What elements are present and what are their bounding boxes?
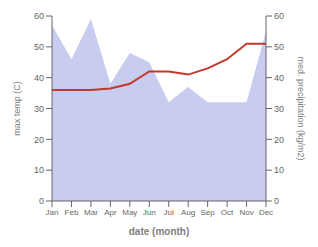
svg-text:20: 20 (274, 135, 284, 145)
svg-text:30: 30 (274, 104, 284, 114)
svg-text:60: 60 (274, 11, 284, 21)
svg-text:50: 50 (34, 42, 44, 52)
svg-text:10: 10 (274, 165, 284, 175)
svg-text:Dec: Dec (259, 208, 273, 217)
svg-text:Oct: Oct (221, 208, 234, 217)
svg-text:Jun: Jun (143, 208, 156, 217)
svg-text:Apr: Apr (104, 208, 117, 217)
svg-text:med. precipitation (kg/m2): med. precipitation (kg/m2) (296, 56, 306, 160)
svg-text:max temp (C): max temp (C) (12, 81, 22, 136)
svg-text:Nov: Nov (239, 208, 253, 217)
svg-text:Jan: Jan (46, 208, 59, 217)
svg-text:10: 10 (34, 165, 44, 175)
svg-text:Jul: Jul (164, 208, 174, 217)
svg-text:Feb: Feb (65, 208, 79, 217)
svg-text:0: 0 (274, 196, 279, 206)
svg-text:date (month): date (month) (129, 226, 190, 237)
svg-text:60: 60 (34, 11, 44, 21)
svg-text:0: 0 (39, 196, 44, 206)
svg-text:Aug: Aug (181, 208, 195, 217)
svg-text:20: 20 (34, 135, 44, 145)
svg-text:Sep: Sep (201, 208, 216, 217)
svg-text:40: 40 (274, 73, 284, 83)
svg-text:Mar: Mar (84, 208, 98, 217)
svg-text:May: May (122, 208, 137, 217)
svg-text:30: 30 (34, 104, 44, 114)
svg-text:40: 40 (34, 73, 44, 83)
svg-text:50: 50 (274, 42, 284, 52)
